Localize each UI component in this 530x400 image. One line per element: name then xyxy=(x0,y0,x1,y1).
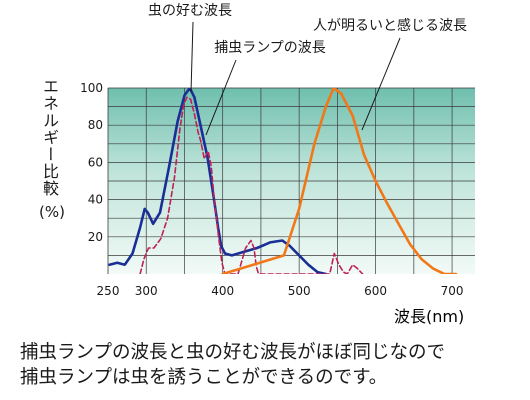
x-tick-label: 700 xyxy=(441,284,464,298)
x-axis-label: 波長(nm) xyxy=(394,307,464,326)
y-axis-label: エネルギー比較 (%) xyxy=(38,78,66,223)
annotation-label: 人が明るいと感じる波長 xyxy=(313,17,467,34)
annotation-leader xyxy=(190,21,194,93)
x-tick-label: 300 xyxy=(135,284,158,298)
tick-labels: 250 300 400 500 600 700 20 40 60 80 100 xyxy=(80,81,463,298)
annotation-label: 虫の好む波長 xyxy=(148,3,232,19)
annotation-leader xyxy=(205,59,237,136)
y-tick-label: 100 xyxy=(80,81,103,95)
series-line-3 xyxy=(221,88,458,274)
y-tick-label: 40 xyxy=(88,193,103,207)
caption-text: 捕虫ランプの波長と虫の好む波長がほぼ同じなので 捕虫ランプは虫を誘うことができる… xyxy=(20,342,445,388)
series-line-2 xyxy=(139,96,364,274)
x-tick-label: 500 xyxy=(288,284,311,298)
y-axis-label-text: エネルギー比較 xyxy=(40,78,59,197)
series-group xyxy=(108,88,458,274)
annotation-leaders xyxy=(190,21,401,136)
y-tick-label: 20 xyxy=(88,230,103,244)
x-tick-label: 400 xyxy=(211,284,234,298)
grid-lines xyxy=(107,87,475,274)
y-tick-label: 60 xyxy=(88,155,103,169)
series-line-1 xyxy=(108,88,328,274)
y-axis-unit: (%) xyxy=(39,203,65,221)
annotation-label: 捕虫ランプの波長 xyxy=(214,40,326,56)
annotation-leader xyxy=(361,37,401,131)
x-tick-label: 250 xyxy=(97,284,120,298)
x-tick-label: 600 xyxy=(364,284,387,298)
y-tick-label: 80 xyxy=(88,118,103,132)
